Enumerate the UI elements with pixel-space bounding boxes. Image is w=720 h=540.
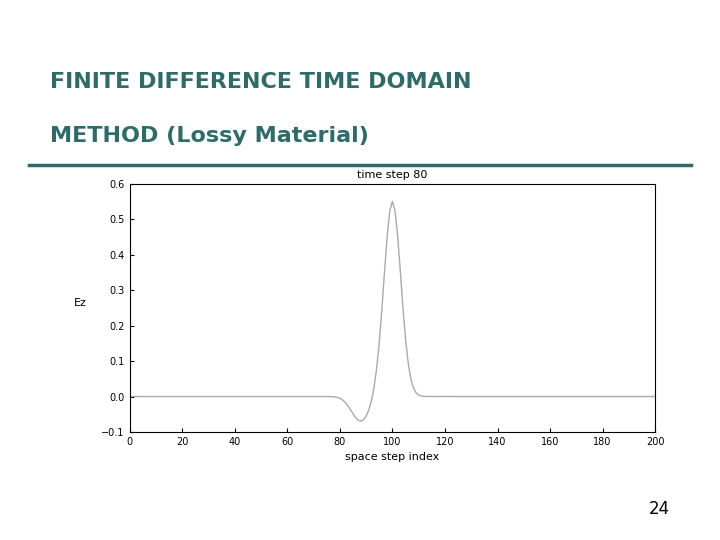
Title: time step 80: time step 80 [357, 170, 428, 180]
Text: 24: 24 [649, 501, 670, 518]
Y-axis label: Ez: Ez [74, 298, 87, 308]
X-axis label: space step index: space step index [346, 453, 439, 462]
Text: METHOD (Lossy Material): METHOD (Lossy Material) [50, 126, 369, 146]
Text: FINITE DIFFERENCE TIME DOMAIN: FINITE DIFFERENCE TIME DOMAIN [50, 72, 472, 92]
